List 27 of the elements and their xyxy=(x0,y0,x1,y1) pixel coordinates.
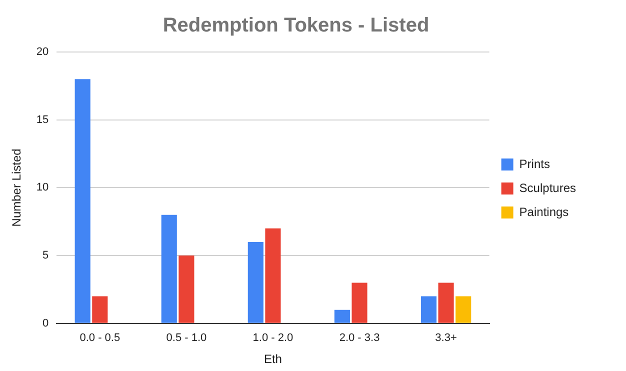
bar xyxy=(92,296,108,323)
bar xyxy=(334,310,350,323)
y-tick-label: 10 xyxy=(36,182,49,194)
x-tick-label: 2.0 - 3.3 xyxy=(339,332,380,344)
legend-label: Sculptures xyxy=(519,180,576,195)
y-tick-label: 15 xyxy=(36,114,49,126)
bar xyxy=(456,296,472,323)
legend-label: Paintings xyxy=(519,204,569,219)
bar xyxy=(161,214,177,323)
bar xyxy=(352,282,368,323)
y-axis-title: Number Listed xyxy=(10,148,24,227)
bar xyxy=(265,228,281,323)
bar xyxy=(248,242,264,323)
bar xyxy=(178,256,194,323)
x-tick-label: 1.0 - 2.0 xyxy=(252,332,294,344)
legend-label: Prints xyxy=(519,156,550,171)
x-tick-label: 0.0 - 0.5 xyxy=(80,332,120,344)
chart-title: Redemption Tokens - Listed xyxy=(162,14,430,37)
y-tick-label: 20 xyxy=(36,46,49,58)
y-tick-label: 5 xyxy=(42,250,49,262)
bar xyxy=(420,296,437,323)
y-tick-label: 0 xyxy=(42,317,49,330)
x-tick-label: 0.5 - 1.0 xyxy=(166,332,207,344)
x-axis-title: Eth xyxy=(264,352,282,366)
x-tick-label: 3.3+ xyxy=(435,332,457,344)
bar xyxy=(74,79,90,323)
bar xyxy=(438,282,454,323)
